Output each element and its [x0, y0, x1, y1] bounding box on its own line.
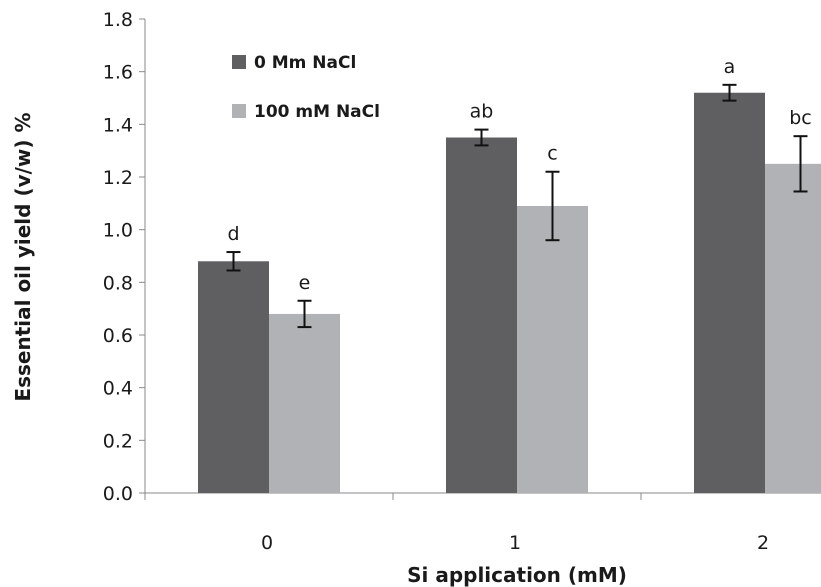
bar: [446, 137, 517, 493]
y-tick-label: 1.4: [103, 114, 133, 136]
x-tick-label: 1: [509, 532, 521, 554]
bar: [765, 163, 821, 494]
y-tick-label: 1.0: [103, 220, 133, 242]
bar: [198, 261, 269, 493]
legend: 0 Mm NaCl 100 mM NaCl: [232, 53, 380, 122]
x-axis: 0 1 2: [144, 492, 821, 554]
x-tick-label: 0: [261, 532, 273, 554]
y-tick-label: 0.8: [103, 272, 133, 294]
legend-label: 0 Mm NaCl: [254, 53, 356, 73]
y-tick-label: 1.2: [103, 167, 133, 189]
y-tick-label: 0.6: [103, 325, 133, 347]
significance-label: c: [547, 143, 557, 165]
x-tick-label: 2: [757, 532, 769, 554]
y-axis-title: Essential oil yield (v/w) %: [11, 112, 35, 401]
significance-label: a: [724, 56, 736, 78]
y-tick-label: 1.8: [103, 9, 133, 31]
significance-label: d: [227, 223, 239, 245]
legend-label: 100 mM NaCl: [254, 102, 380, 122]
y-tick-label: 0.2: [103, 430, 133, 452]
significance-label: ab: [470, 101, 494, 123]
y-tick-label: 0.0: [103, 483, 133, 505]
y-tick-label: 0.4: [103, 378, 133, 400]
legend-swatch: [232, 104, 246, 118]
bars: d ab a e c bc: [198, 56, 821, 494]
legend-swatch: [232, 55, 246, 69]
bar: [517, 205, 588, 493]
significance-label: bc: [789, 107, 812, 129]
significance-label: e: [299, 272, 311, 294]
y-tick-label: 1.6: [103, 62, 133, 84]
y-axis: 0.0 0.2 0.4 0.6 0.8 1.0 1.2 1.4 1.6 1.8: [103, 9, 146, 505]
bar: [694, 92, 765, 493]
bar: [269, 313, 340, 493]
x-axis-title: Si application (mM): [407, 563, 627, 587]
